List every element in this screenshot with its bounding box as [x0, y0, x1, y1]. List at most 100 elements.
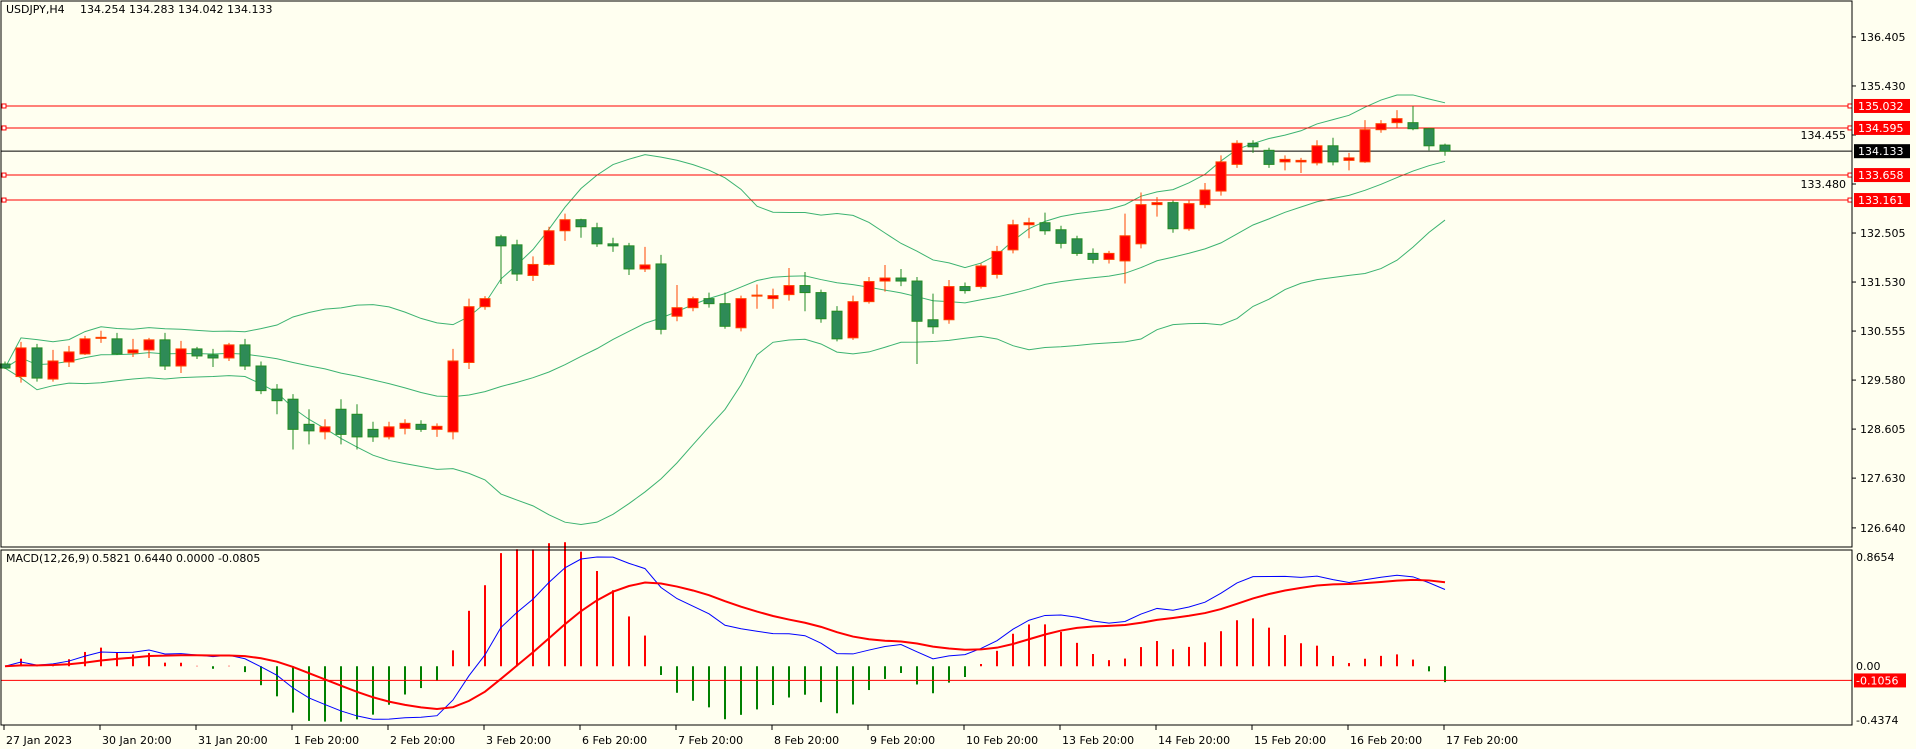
bull-candle [751, 284, 763, 309]
candle-body [303, 423, 315, 432]
candle-body [959, 286, 971, 292]
bear-candle [511, 239, 523, 282]
bear-candle [831, 306, 843, 342]
candle-body [863, 281, 875, 303]
bear-candle [159, 332, 171, 371]
main-panel [0, 94, 1853, 525]
ohlc-readout: 134.254 134.283 134.042 134.133 [80, 3, 272, 16]
candle-body [991, 250, 1003, 276]
bull-candle [15, 341, 27, 383]
bull-candle [1311, 140, 1323, 166]
bull-candle [1391, 110, 1403, 128]
candle-body [1247, 142, 1259, 148]
bear-candle [1439, 143, 1451, 156]
bear-candle [607, 237, 619, 252]
y-tick-label: 134.455 [1801, 129, 1847, 142]
y-tick-label: 132.505 [1860, 227, 1906, 240]
candle-body [783, 285, 795, 296]
candle-body [1231, 142, 1243, 165]
candle-body [1407, 122, 1419, 130]
bull-candle [1231, 140, 1243, 168]
candle-body [415, 423, 427, 430]
level-handle [1, 103, 7, 109]
x-tick-label: 31 Jan 20:00 [198, 734, 268, 747]
bull-candle [463, 298, 475, 370]
bull-candle [1295, 157, 1307, 173]
candle-body [639, 264, 651, 270]
y-tick-label: 133.480 [1801, 178, 1847, 191]
bear-candle [0, 361, 11, 370]
candle-body [975, 265, 987, 288]
candle-body [47, 360, 59, 380]
level-price-box [1854, 168, 1910, 183]
bull-candle [1023, 217, 1035, 239]
candle-body [15, 347, 27, 378]
bull-candle [1375, 120, 1387, 133]
macd-level-label: -0.1056 [1856, 674, 1898, 687]
y-tick-label: 127.630 [1860, 472, 1906, 485]
bull-candle [1215, 155, 1227, 196]
candle-body [591, 227, 603, 245]
y-tick-label: 136.405 [1860, 31, 1906, 44]
bear-candle [1247, 140, 1259, 153]
level-price-label: 133.658 [1858, 169, 1904, 182]
candle-body [1023, 222, 1035, 226]
bear-candle [271, 384, 283, 415]
candle-body [495, 236, 507, 247]
x-tick-label: 2 Feb 20:00 [390, 734, 455, 747]
bear-candle [591, 222, 603, 247]
candle-body [159, 339, 171, 367]
bull-candle [1279, 155, 1291, 171]
bull-candle [1103, 250, 1115, 264]
candle-body [911, 280, 923, 322]
x-tick-label: 13 Feb 20:00 [1062, 734, 1134, 747]
bear-candle [623, 242, 635, 276]
macd-tick-label: -0.4374 [1856, 714, 1898, 727]
bear-candle [1407, 106, 1419, 131]
candle-body [1295, 159, 1307, 163]
candle-body [431, 425, 443, 430]
candle-body [127, 349, 139, 354]
bollinger-lower [4, 219, 1446, 525]
y-tick-label: 135.430 [1860, 80, 1906, 93]
x-tick-label: 9 Feb 20:00 [870, 734, 935, 747]
y-tick-label: 130.555 [1860, 325, 1906, 338]
candle-body [111, 338, 123, 355]
candle-body [223, 344, 235, 359]
candle-body [1343, 157, 1355, 161]
bear-candle [335, 399, 347, 445]
bull-candle [543, 226, 555, 266]
bull-candle [687, 296, 699, 312]
bollinger-upper [4, 94, 1446, 369]
candle-body [1215, 161, 1227, 192]
level-price-box [1854, 120, 1910, 135]
bull-candle [447, 348, 459, 440]
bear-candle [367, 421, 379, 442]
candle-body [559, 219, 571, 232]
candle-body [1311, 145, 1323, 164]
candle-body [623, 245, 635, 270]
candle-body [1039, 222, 1051, 232]
x-tick-label: 8 Feb 20:00 [774, 734, 839, 747]
x-tick-label: 27 Jan 2023 [6, 734, 72, 747]
level-price-label: 135.032 [1858, 100, 1904, 113]
candle-body [0, 363, 11, 369]
candle-body [1279, 158, 1291, 163]
symbol-label: USDJPY,H4 [6, 3, 65, 16]
candle-body [527, 263, 539, 277]
bear-candle [959, 282, 971, 294]
level-handle [1, 197, 7, 203]
bull-candle [127, 338, 139, 357]
candle-body [479, 298, 491, 308]
macd-tick-label: 0.00 [1856, 660, 1881, 673]
bull-candle [1007, 219, 1019, 254]
candle-body [703, 298, 715, 305]
bull-candle [975, 263, 987, 289]
candle-body [799, 285, 811, 294]
x-tick-label: 30 Jan 20:00 [102, 734, 172, 747]
candle-body [1263, 149, 1275, 165]
bear-candle [895, 268, 907, 287]
bull-candle [1359, 120, 1371, 163]
candle-body [575, 219, 587, 228]
